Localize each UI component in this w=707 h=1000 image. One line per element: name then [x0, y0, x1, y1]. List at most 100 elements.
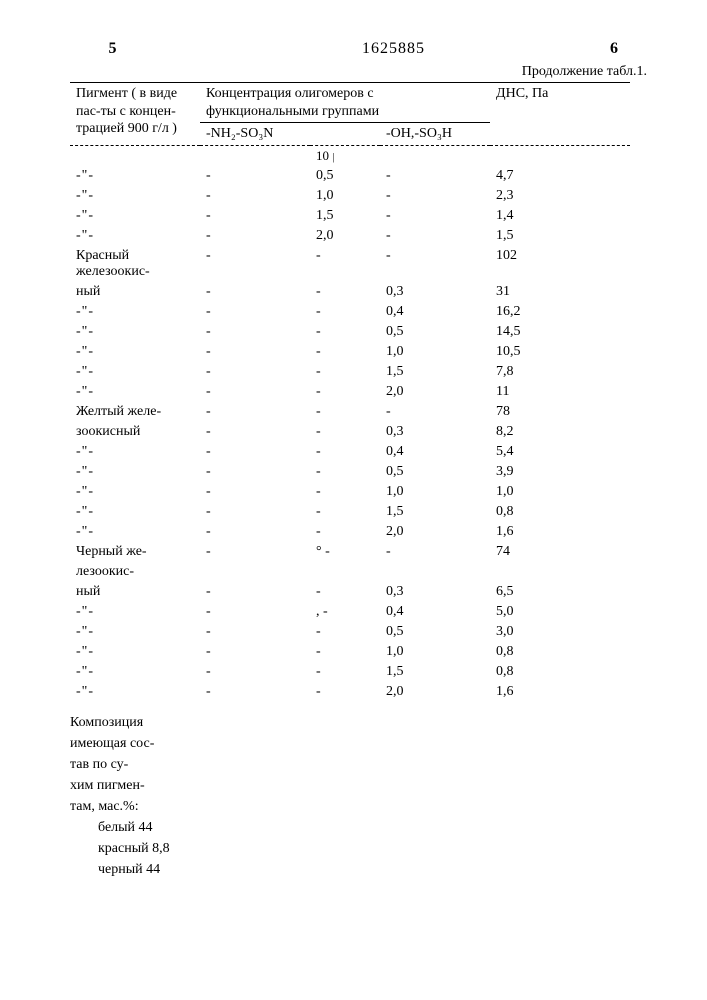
- cell-pigment: -"-: [70, 502, 200, 522]
- table-row: -"---1,00,8: [70, 642, 630, 662]
- cell-b: -: [310, 462, 380, 482]
- cell-a: -: [200, 322, 310, 342]
- cell-b: -: [310, 442, 380, 462]
- cell-a: -: [200, 482, 310, 502]
- cell-d: 78: [490, 402, 630, 422]
- cell-c: 0,3: [380, 582, 490, 602]
- cell-d: 1,6: [490, 522, 630, 542]
- cell-d: 3,9: [490, 462, 630, 482]
- cell-pigment: -"-: [70, 382, 200, 402]
- cell-a: -: [200, 462, 310, 482]
- cell-b: -: [310, 246, 380, 282]
- document-number: 1625885: [130, 40, 657, 58]
- cell-pigment: -"-: [70, 206, 200, 226]
- table-row: -"---2,01,6: [70, 682, 630, 702]
- cell-pigment: -"-: [70, 642, 200, 662]
- cell-a: -: [200, 342, 310, 362]
- cell-d: 1,0: [490, 482, 630, 502]
- header-concentration-group: Концентрация олигомеров с функциональным…: [200, 83, 490, 123]
- footer-line: хим пигмен-: [70, 775, 657, 796]
- footer-line: тав по су-: [70, 754, 657, 775]
- cell-d: 0,8: [490, 502, 630, 522]
- cell-b: -: [310, 322, 380, 342]
- cell-a: -: [200, 402, 310, 422]
- cell-b: 2,0: [310, 226, 380, 246]
- table-row: -"---1,01,0: [70, 482, 630, 502]
- cell-pigment: -"-: [70, 302, 200, 322]
- cell-a: -: [200, 282, 310, 302]
- cell-c: 1,0: [380, 342, 490, 362]
- cell-b: -: [310, 482, 380, 502]
- cell-a: -: [200, 602, 310, 622]
- footer-item: красный 8,8: [70, 838, 657, 859]
- cell-d: 3,0: [490, 622, 630, 642]
- footer-line: там, мас.%:: [70, 796, 657, 817]
- cell-a: -: [200, 206, 310, 226]
- cell-d: 1,6: [490, 682, 630, 702]
- table-row: Желтый желе----78: [70, 402, 630, 422]
- cell-a: [200, 562, 310, 582]
- cell-b: -: [310, 382, 380, 402]
- cell-b: -: [310, 642, 380, 662]
- cell-b: -: [310, 342, 380, 362]
- table-row: Красный железоокис----102: [70, 246, 630, 282]
- cell-b: -: [310, 502, 380, 522]
- cell-d: [490, 562, 630, 582]
- cell-pigment: ный: [70, 282, 200, 302]
- cell-d: 2,3: [490, 186, 630, 206]
- cell-b: -: [310, 582, 380, 602]
- cell-a: -: [200, 542, 310, 562]
- cell-a: -: [200, 502, 310, 522]
- cell-c: -: [380, 246, 490, 282]
- cell-c: 1,0: [380, 482, 490, 502]
- cell-d: 1,5: [490, 226, 630, 246]
- cell-d: 31: [490, 282, 630, 302]
- cell-pigment: -"-: [70, 166, 200, 186]
- cell-c: 1,5: [380, 362, 490, 382]
- table-row: -"---1,010,5: [70, 342, 630, 362]
- cell-a: -: [200, 442, 310, 462]
- cell-a: -: [200, 226, 310, 246]
- table-row: ный--0,36,5: [70, 582, 630, 602]
- cell-c: 2,0: [380, 382, 490, 402]
- cell-b: -: [310, 282, 380, 302]
- header-dns: ДНС, Па: [490, 83, 630, 146]
- cell-a: -: [200, 422, 310, 442]
- cell-b: -: [310, 522, 380, 542]
- cell-a: -: [200, 662, 310, 682]
- cell-pigment: -"-: [70, 622, 200, 642]
- cell-pigment: -"-: [70, 602, 200, 622]
- cell-b: 1,0: [310, 186, 380, 206]
- cell-c: 1,5: [380, 502, 490, 522]
- table-row: лезоокис-: [70, 562, 630, 582]
- cell-c: 0,5: [380, 462, 490, 482]
- cell-pigment: -"-: [70, 322, 200, 342]
- table-row: -"--0,5-4,7: [70, 166, 630, 186]
- cell-pigment: -"-: [70, 226, 200, 246]
- cell-d: 0,8: [490, 662, 630, 682]
- cell-pigment: -"-: [70, 462, 200, 482]
- cell-d: 16,2: [490, 302, 630, 322]
- cell-a: -: [200, 246, 310, 282]
- table-row: ный--0,331: [70, 282, 630, 302]
- table-body: 10 | -"--0,5-4,7-"--1,0-2,3-"--1,5-1,4-"…: [70, 145, 630, 702]
- cell-d: 6,5: [490, 582, 630, 602]
- table-row: зоокисный--0,38,2: [70, 422, 630, 442]
- table-continuation-label: Продолжение табл.1.: [70, 64, 657, 80]
- footer-item: черный 44: [70, 859, 657, 880]
- cell-b: -: [310, 362, 380, 382]
- cell-a: -: [200, 186, 310, 206]
- cell-c: 0,3: [380, 282, 490, 302]
- cell-c: [380, 562, 490, 582]
- cell-pigment: -"-: [70, 482, 200, 502]
- cell-d: 0,8: [490, 642, 630, 662]
- cell-d: 4,7: [490, 166, 630, 186]
- cell-pigment: Желтый желе-: [70, 402, 200, 422]
- header-pigment: Пигмент ( в виде пас-ты с концен-трацией…: [70, 83, 200, 146]
- cell-a: -: [200, 642, 310, 662]
- table-header: Пигмент ( в виде пас-ты с концен-трацией…: [70, 83, 630, 146]
- cell-c: 0,4: [380, 302, 490, 322]
- cell-b: [310, 562, 380, 582]
- table-row: -"---2,011: [70, 382, 630, 402]
- cell-b: -: [310, 422, 380, 442]
